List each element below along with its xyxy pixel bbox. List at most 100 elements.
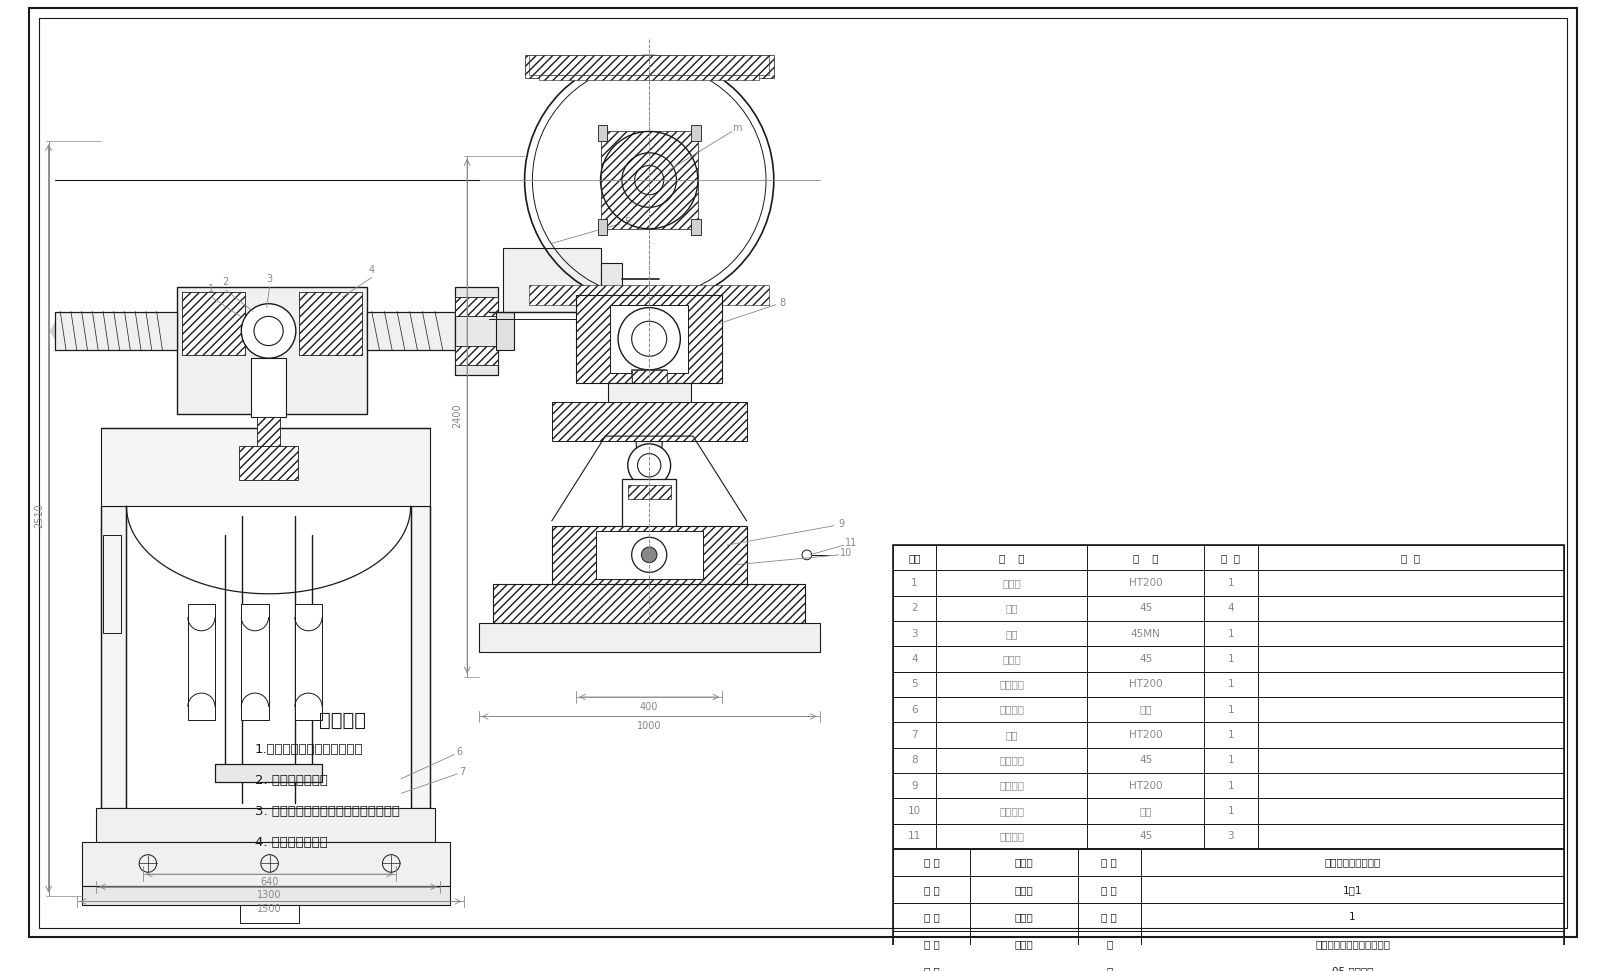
Bar bbox=[496, 312, 514, 351]
Bar bbox=[181, 292, 246, 355]
Bar bbox=[892, 570, 1563, 596]
Bar bbox=[188, 604, 215, 720]
Text: 7: 7 bbox=[459, 767, 465, 777]
Text: 1: 1 bbox=[910, 578, 916, 588]
Bar bbox=[892, 596, 1563, 621]
Bar bbox=[892, 621, 1563, 647]
Text: 4: 4 bbox=[1226, 603, 1233, 614]
Text: 9: 9 bbox=[910, 781, 916, 790]
Circle shape bbox=[631, 537, 666, 572]
Bar bbox=[892, 773, 1563, 798]
Text: 描 图: 描 图 bbox=[923, 966, 939, 971]
Bar bbox=[892, 798, 1563, 823]
Bar bbox=[628, 485, 671, 499]
Bar bbox=[552, 402, 746, 441]
Bar bbox=[103, 535, 120, 633]
Circle shape bbox=[621, 152, 676, 208]
Text: 45: 45 bbox=[1138, 654, 1151, 664]
Text: 1: 1 bbox=[1226, 781, 1233, 790]
Text: 徐长庆: 徐长庆 bbox=[1014, 885, 1032, 894]
Text: 单: 单 bbox=[1106, 939, 1112, 950]
Bar bbox=[257, 417, 281, 446]
Text: 7: 7 bbox=[910, 730, 916, 740]
Text: 名 称: 名 称 bbox=[1101, 857, 1117, 867]
Text: 曲轴: 曲轴 bbox=[1005, 628, 1018, 639]
Text: 曹春平: 曹春平 bbox=[1014, 912, 1032, 922]
Bar bbox=[478, 623, 819, 653]
Text: HT200: HT200 bbox=[1128, 781, 1162, 790]
Text: 1: 1 bbox=[1226, 730, 1233, 740]
Text: 2. 装配牢固可靠；: 2. 装配牢固可靠； bbox=[255, 774, 327, 787]
Bar bbox=[597, 219, 607, 235]
Text: 3: 3 bbox=[1226, 831, 1233, 841]
Bar bbox=[239, 446, 297, 480]
Bar bbox=[299, 292, 361, 355]
Text: 3. 负载性能实验按有关标准要求进行；: 3. 负载性能实验按有关标准要求进行； bbox=[255, 805, 400, 819]
Text: 10: 10 bbox=[839, 548, 851, 558]
Text: 制 图: 制 图 bbox=[923, 885, 939, 894]
Bar bbox=[411, 506, 430, 808]
Bar bbox=[525, 55, 774, 78]
Text: 45: 45 bbox=[1138, 603, 1151, 614]
Text: 640: 640 bbox=[260, 877, 279, 887]
Text: 1: 1 bbox=[1226, 654, 1233, 664]
Text: 1000: 1000 bbox=[637, 721, 661, 731]
Bar bbox=[610, 305, 687, 373]
Text: 1: 1 bbox=[1226, 806, 1233, 816]
Text: 伺服电机: 伺服电机 bbox=[998, 680, 1024, 689]
Text: 技术要求: 技术要求 bbox=[319, 711, 366, 730]
Text: 件 数: 件 数 bbox=[1101, 912, 1117, 922]
Text: 1: 1 bbox=[1226, 628, 1233, 639]
Bar bbox=[530, 285, 769, 305]
Text: 10: 10 bbox=[907, 806, 920, 816]
Text: 9: 9 bbox=[838, 519, 844, 529]
Text: 材    料: 材 料 bbox=[1132, 552, 1157, 563]
Circle shape bbox=[254, 317, 282, 346]
Text: 1: 1 bbox=[1226, 705, 1233, 715]
Bar bbox=[600, 131, 698, 229]
Circle shape bbox=[600, 131, 698, 229]
Text: 名    称: 名 称 bbox=[998, 552, 1024, 563]
Text: 打料横杆: 打料横杆 bbox=[998, 705, 1024, 715]
Text: HT200: HT200 bbox=[1128, 578, 1162, 588]
Bar bbox=[597, 125, 607, 141]
Text: 1: 1 bbox=[1226, 680, 1233, 689]
Bar bbox=[892, 849, 1563, 971]
Text: 11: 11 bbox=[844, 538, 857, 549]
Bar bbox=[892, 672, 1563, 697]
Text: 铸鐵: 铸鐵 bbox=[1138, 705, 1151, 715]
Text: 1: 1 bbox=[209, 285, 213, 294]
Bar bbox=[892, 957, 1563, 971]
Text: 4: 4 bbox=[910, 654, 916, 664]
Text: 保护装置: 保护装置 bbox=[998, 806, 1024, 816]
Text: 1500: 1500 bbox=[257, 904, 282, 914]
Bar bbox=[82, 886, 449, 905]
Text: 8: 8 bbox=[910, 755, 916, 765]
Bar bbox=[241, 604, 268, 720]
Text: 调节螺杆: 调节螺杆 bbox=[998, 755, 1024, 765]
Circle shape bbox=[640, 547, 656, 562]
Text: 45MN: 45MN bbox=[1130, 628, 1160, 639]
Bar bbox=[892, 930, 1563, 957]
Bar bbox=[892, 823, 1563, 849]
Bar bbox=[241, 905, 299, 922]
Bar bbox=[454, 346, 498, 365]
Bar bbox=[215, 764, 323, 782]
Bar bbox=[892, 647, 1563, 672]
Text: 3: 3 bbox=[910, 628, 916, 639]
Text: 审 核: 审 核 bbox=[923, 912, 939, 922]
Bar bbox=[892, 722, 1563, 748]
Bar bbox=[892, 903, 1563, 930]
Circle shape bbox=[637, 453, 661, 477]
Bar bbox=[690, 125, 700, 141]
Bar bbox=[101, 428, 430, 506]
Text: 下支承座: 下支承座 bbox=[998, 781, 1024, 790]
Text: 设 计: 设 计 bbox=[923, 857, 939, 867]
Bar bbox=[892, 545, 1563, 570]
Text: 5: 5 bbox=[624, 217, 631, 227]
Text: 曲轴连杆机构装配图: 曲轴连杆机构装配图 bbox=[1324, 857, 1380, 867]
Bar bbox=[595, 530, 703, 579]
Text: 滑块: 滑块 bbox=[1005, 730, 1018, 740]
Text: 轴瓦: 轴瓦 bbox=[1005, 603, 1018, 614]
Bar bbox=[530, 55, 769, 75]
